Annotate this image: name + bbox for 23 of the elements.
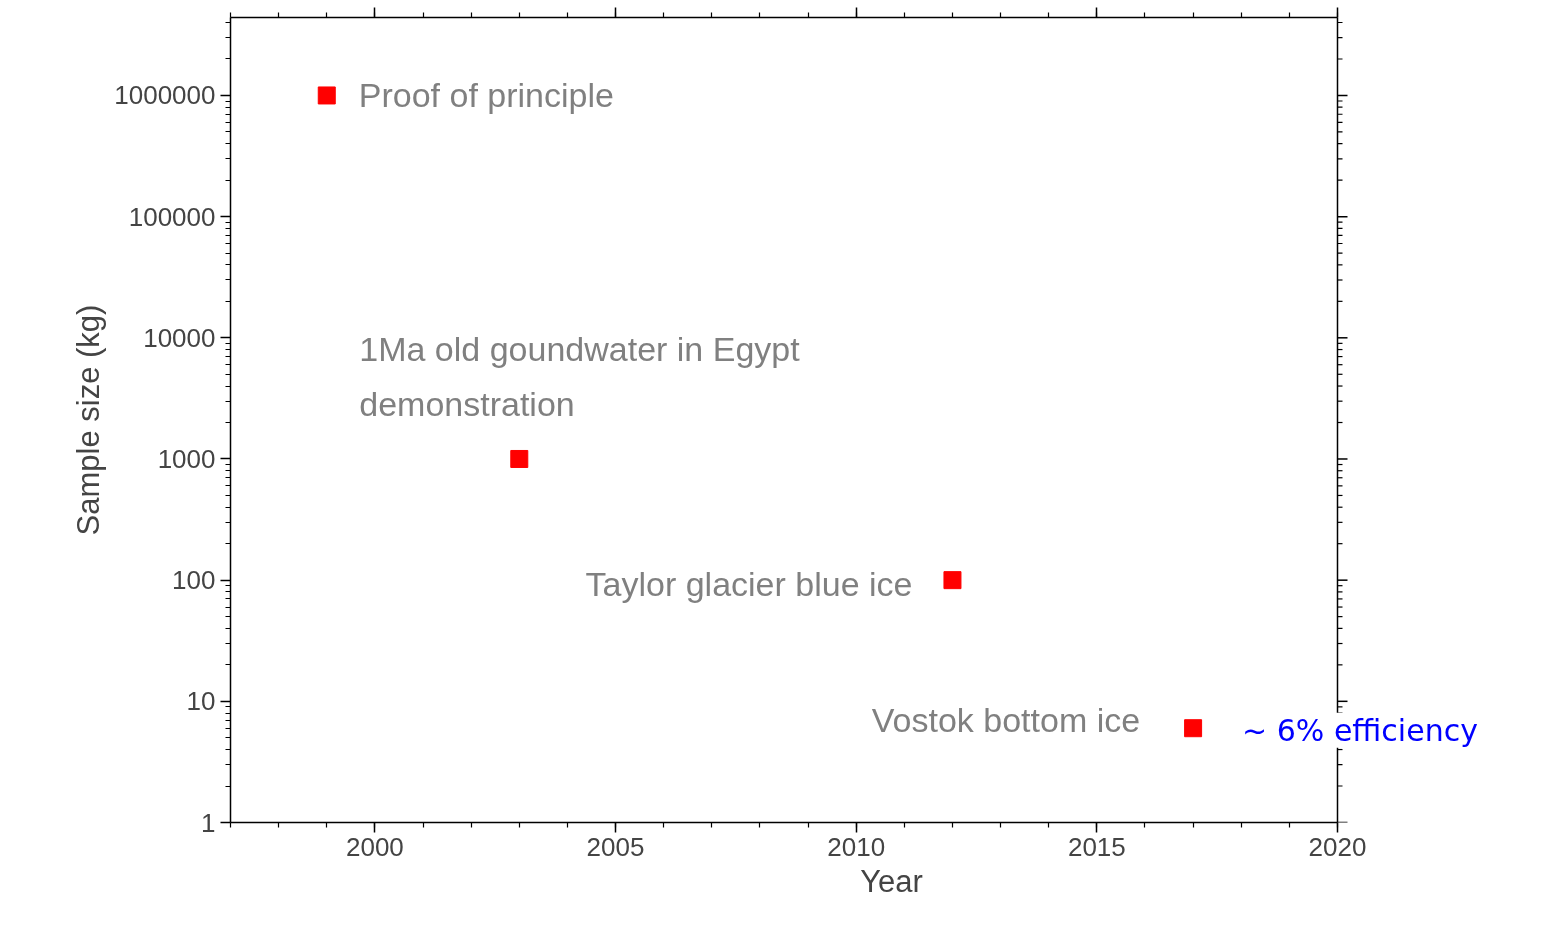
y-axis-title: Sample size (kg)	[71, 304, 107, 536]
y-tick-label: 100	[172, 565, 216, 596]
y-tick-label: 1	[201, 807, 216, 838]
point	[510, 449, 529, 468]
x-tick-label: 2000	[345, 831, 404, 862]
y-tick-label: 100000	[128, 201, 216, 232]
annotation: 1Ma old goundwater in Egypt demonstration	[359, 329, 801, 423]
annotation: Taylor glacier blue ice	[585, 565, 913, 604]
x-tick-label: 2015	[1067, 831, 1126, 862]
annotation: Vostok bottom ice	[871, 701, 1141, 740]
point	[1184, 719, 1203, 738]
point	[317, 86, 336, 105]
annotation: Proof of principle	[358, 76, 614, 115]
x-tick-label: 2005	[586, 831, 645, 862]
y-tick-label: 10	[186, 686, 216, 717]
point	[943, 571, 962, 590]
x-axis-title: Year	[860, 863, 923, 899]
x-tick-label: 2020	[1308, 831, 1367, 862]
annotation: ~ 6% efficiency	[1242, 712, 1478, 748]
y-tick-label: 10000	[143, 322, 216, 353]
y-tick-label: 1000	[157, 443, 216, 474]
y-tick-label: 1000000	[114, 80, 216, 111]
x-tick-label: 2010	[827, 831, 886, 862]
